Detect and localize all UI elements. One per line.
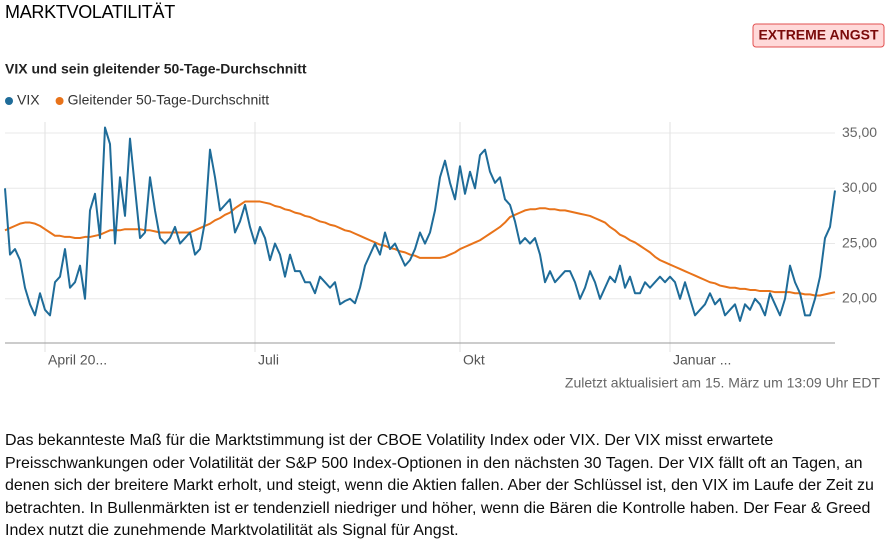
legend-marker	[5, 97, 13, 105]
y-tick-label: 20,00	[842, 290, 877, 306]
badge: EXTREME ANGST	[758, 27, 878, 43]
description: Das bekannteste Maß für die Marktstimmun…	[5, 432, 874, 539]
legend-marker	[55, 97, 64, 105]
legend-label: VIX	[17, 92, 40, 108]
y-tick-label: 30,00	[842, 179, 877, 195]
y-tick-label: 35,00	[842, 124, 877, 140]
y-tick-label: 25,00	[842, 234, 877, 250]
chart-title: VIX und sein gleitender 50-Tage-Durchsch…	[5, 61, 307, 77]
chart-panel: MARKTVOLATILITÄT EXTREME ANGST VIX und s…	[4, 2, 885, 391]
x-tick-label: Januar ...	[673, 352, 731, 368]
updated-note: Zuletzt aktualisiert am 15. März um 13:0…	[565, 375, 881, 391]
x-tick-label: April 20...	[48, 352, 107, 368]
x-tick-label: Okt	[463, 352, 485, 368]
series-line	[4, 126, 836, 322]
series-line	[4, 200, 836, 297]
legend-label: Gleitender 50-Tage-Durchschnitt	[68, 92, 270, 108]
section-title: MARKTVOLATILITÄT	[5, 2, 175, 22]
badge-box	[752, 23, 885, 48]
x-tick-label: Juli	[258, 352, 279, 368]
